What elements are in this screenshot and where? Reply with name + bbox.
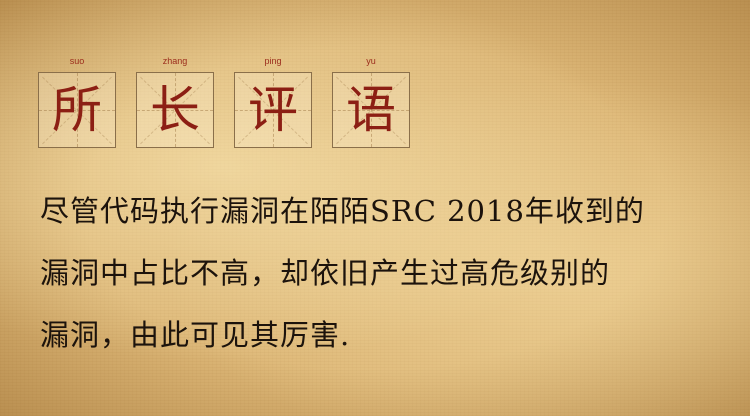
pinyin-label: zhang: [162, 56, 188, 66]
pinyin-label: ping: [264, 56, 282, 66]
title-char: 长: [150, 81, 200, 139]
tian-zi-ge-box: 评: [234, 72, 312, 148]
comment-body: 尽管代码执行漏洞在陌陌SRC 2018年收到的 漏洞中占比不高，却依旧产生过高危…: [40, 180, 730, 366]
tian-zi-ge-box: 所: [38, 72, 116, 148]
title-cell-zhang: zhang 长: [136, 50, 214, 148]
comment-line: 漏洞，由此可见其厉害.: [40, 318, 351, 352]
pinyin-label: yu: [366, 56, 376, 66]
title-row: suo 所 zhang 长 ping: [38, 50, 430, 148]
title-char: 语: [346, 81, 396, 139]
title-cell-ping: ping 评: [234, 50, 312, 148]
comment-line: 尽管代码执行漏洞在陌陌SRC 2018年收到的: [40, 194, 645, 228]
tian-zi-ge-box: 语: [332, 72, 410, 148]
title-cell-yu: yu 语: [332, 50, 410, 148]
comment-line: 漏洞中占比不高，却依旧产生过高危级别的: [40, 256, 611, 290]
title-cell-suo: suo 所: [38, 50, 116, 148]
title-char: 评: [248, 81, 298, 139]
tian-zi-ge-box: 长: [136, 72, 214, 148]
pinyin-label: suo: [69, 56, 85, 66]
title-char: 所: [52, 81, 102, 139]
